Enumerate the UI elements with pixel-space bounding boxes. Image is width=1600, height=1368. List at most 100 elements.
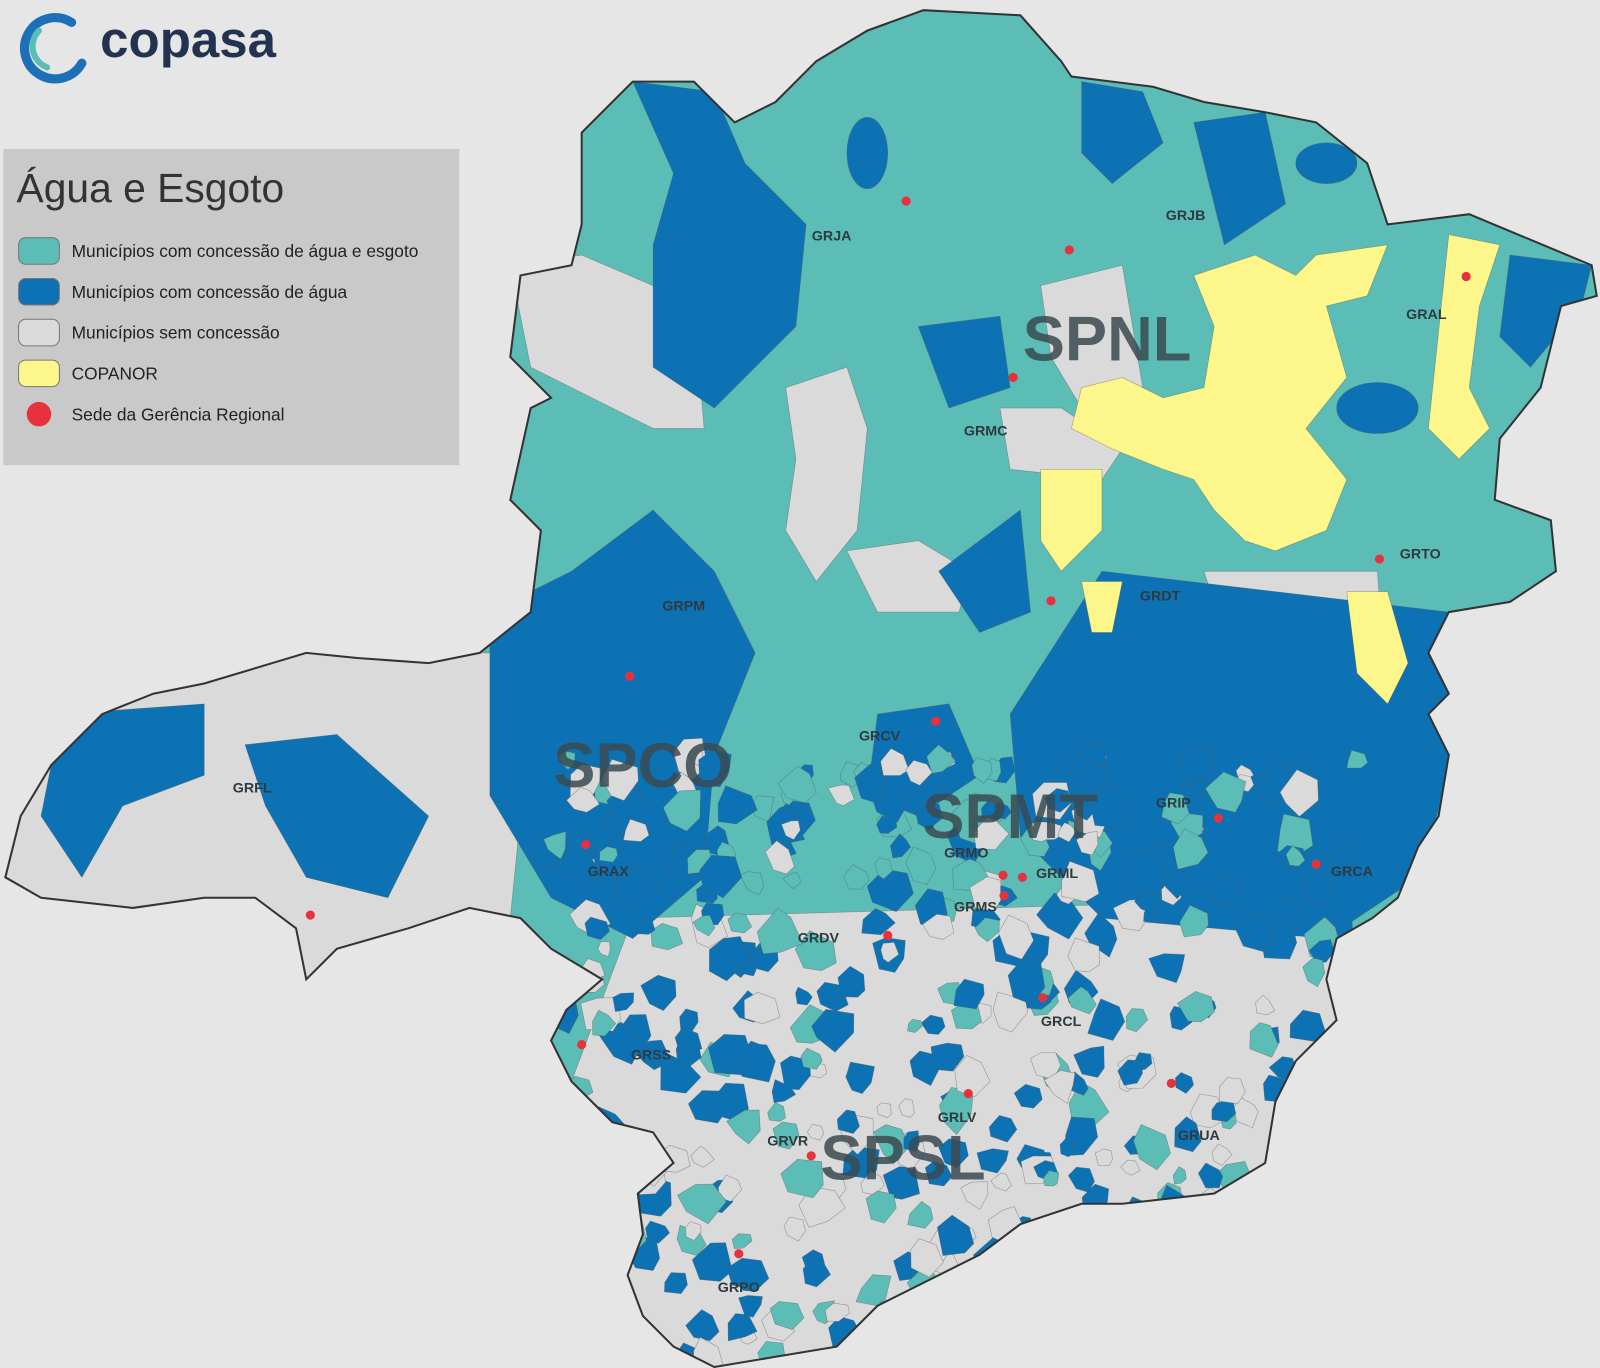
regional-seat [1064, 245, 1074, 255]
municipality-area [1042, 1170, 1060, 1187]
municipality-area [1013, 1083, 1043, 1109]
regional-label: GRLV [938, 1110, 977, 1126]
municipality-area [1346, 749, 1369, 769]
municipality-area [837, 965, 866, 998]
municipality-area [615, 866, 653, 907]
municipality-area [726, 1109, 761, 1145]
municipality-area [709, 936, 751, 982]
superintendency-label: SPCO [553, 731, 732, 801]
municipality-area [1029, 821, 1053, 842]
municipality-area [924, 1161, 953, 1187]
state-border [4, 9, 1598, 1368]
legend-swatch [18, 318, 60, 347]
municipality-area [636, 917, 656, 935]
regional-seat [1046, 596, 1056, 606]
regional-seat [581, 840, 591, 850]
municipality-area [601, 758, 639, 801]
municipality-area [1088, 786, 1128, 828]
superintendency-label: SPNL [1023, 304, 1192, 374]
municipality-area [954, 1054, 991, 1097]
municipality-area [1059, 1137, 1077, 1158]
legend-label: Municípios com concessão de água [72, 282, 348, 302]
municipality-area [1133, 1124, 1171, 1171]
municipality-area [685, 1221, 702, 1241]
municipality-area [1117, 1059, 1143, 1086]
superintendency-label: SPMT [922, 782, 1098, 852]
municipality-area [905, 846, 937, 886]
municipality-area [903, 1130, 920, 1152]
legend: Água e Esgoto Municípios com concessão d… [3, 148, 460, 466]
regional-label: GRPO [718, 1280, 760, 1296]
municipality-area [854, 763, 885, 805]
municipality-area [662, 789, 701, 832]
municipality-area [717, 785, 758, 825]
municipality-area [1040, 468, 1103, 572]
regional-label: GRJA [812, 228, 852, 244]
municipality-area [1204, 771, 1247, 813]
regional-label: GRMC [964, 423, 1008, 439]
municipality-area [1255, 994, 1276, 1016]
municipality-area [974, 917, 1000, 943]
municipality-area [1285, 845, 1306, 867]
municipality-area [1302, 864, 1332, 908]
municipality-area [738, 1295, 763, 1318]
regional-seat [901, 196, 911, 206]
municipality-area [880, 748, 910, 776]
municipality-area [769, 1301, 805, 1330]
municipality-area [1198, 1162, 1224, 1189]
municipality-area [926, 744, 957, 774]
municipality-area [1175, 1072, 1195, 1094]
legend-swatch [26, 401, 52, 427]
municipality-area [824, 1302, 850, 1322]
regional-seat [1461, 271, 1471, 282]
municipality-area [861, 908, 896, 936]
municipality-area [780, 1158, 824, 1199]
municipality-area [1219, 1077, 1246, 1105]
municipality-area [953, 978, 985, 1010]
municipality-area [1081, 581, 1123, 633]
municipality-area [592, 1009, 617, 1037]
municipality-area [1295, 142, 1358, 184]
logo-text: copasa [100, 11, 276, 68]
municipality-area [1329, 833, 1352, 855]
regional-seat [1374, 554, 1385, 564]
municipality-area [743, 991, 781, 1025]
municipality-area [1428, 234, 1501, 460]
municipality-area [1336, 382, 1419, 434]
municipality-area [1043, 1070, 1076, 1104]
municipality-area [1235, 912, 1275, 952]
municipality-area [557, 750, 576, 771]
municipality-area [1161, 792, 1190, 825]
municipality-area [988, 1115, 1018, 1143]
municipality-area [1133, 890, 1160, 914]
municipality-area [1067, 986, 1097, 1015]
municipality-area [990, 1172, 1012, 1192]
regional-seat [734, 1249, 744, 1259]
municipality-area [907, 1018, 924, 1033]
municipality-area [692, 914, 716, 937]
municipality-area [756, 907, 804, 955]
municipality-area [865, 1190, 897, 1224]
municipality-area [1125, 1008, 1149, 1033]
municipality-area [873, 1124, 911, 1165]
municipality-area [1070, 244, 1389, 552]
regional-seat [998, 870, 1008, 880]
municipality-area [731, 1233, 753, 1249]
municipality-area [1192, 776, 1209, 794]
municipality-area [971, 757, 993, 785]
legend-label: Municípios com concessão de água e esgot… [72, 241, 419, 261]
regional-seat [963, 1088, 973, 1099]
municipality-area [1125, 850, 1170, 895]
municipality-area [905, 759, 933, 786]
municipality-area [843, 864, 870, 890]
legend-label: Sede da Gerência Regional [72, 404, 285, 424]
municipality-area [765, 840, 795, 875]
municipality-area [1007, 956, 1046, 1005]
legend-title: Água e Esgoto [17, 165, 285, 211]
regional-label: GRVR [767, 1133, 809, 1149]
municipality-area [836, 1109, 860, 1134]
municipality-area [718, 1174, 743, 1202]
municipality-area [599, 846, 618, 863]
municipality-area [690, 1145, 715, 1168]
municipality-area [244, 734, 430, 899]
